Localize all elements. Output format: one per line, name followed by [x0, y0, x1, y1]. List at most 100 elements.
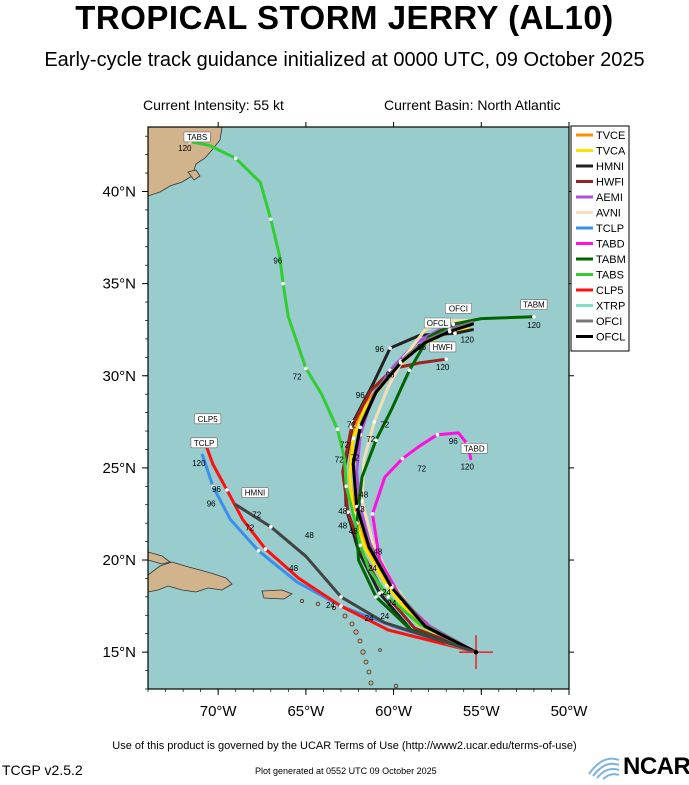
lesser-antilles — [299, 599, 399, 689]
island-cape-cod — [187, 169, 201, 181]
end-label-text: HMNI — [245, 489, 265, 498]
hour-label: 72 — [340, 441, 349, 450]
track-point — [346, 510, 350, 514]
hour-label: 120 — [192, 459, 206, 468]
track-point — [344, 484, 349, 489]
track-point — [407, 368, 412, 373]
hour-label: 72 — [380, 420, 389, 429]
end-label-tabs: TABS — [183, 131, 211, 143]
end-label-hwfi: HWFI — [429, 341, 457, 353]
end-label-text: CLP5 — [198, 415, 219, 424]
end-label-box — [241, 487, 269, 498]
x-tick-label: 70°W — [200, 703, 238, 720]
track-point — [351, 436, 356, 441]
hour-label: 24 — [387, 599, 396, 608]
track-point — [453, 331, 457, 336]
model-tracks — [188, 139, 536, 654]
track-point — [358, 425, 363, 430]
track-point — [358, 543, 363, 548]
end-label-box — [444, 302, 472, 314]
hour-label: 96 — [356, 391, 365, 400]
track-hmni — [234, 503, 478, 654]
legend-label: TVCE — [596, 130, 625, 142]
track-ofcl — [351, 322, 478, 654]
hour-label: 48 — [349, 527, 358, 536]
track-point — [268, 217, 273, 221]
hour-label: 96 — [386, 371, 395, 380]
landmass-hispaniola — [148, 561, 233, 593]
end-label-text: TABM — [523, 301, 545, 310]
hour-label: 72 — [351, 454, 360, 463]
track-point — [268, 525, 273, 529]
y-tick-label: 25°N — [102, 460, 136, 477]
hour-label: 120 — [461, 336, 475, 345]
track-point — [532, 314, 536, 319]
hour-label: 96 — [207, 500, 216, 509]
hour-label: 48 — [373, 547, 382, 556]
track-point — [398, 361, 403, 365]
end-label-box — [194, 413, 222, 425]
plot-frame — [147, 126, 570, 690]
current-basin: Current Basin: North Atlantic — [384, 97, 561, 113]
hour-label: 96 — [273, 256, 282, 265]
end-label-text: TABD — [464, 444, 485, 453]
legend-label: XTRP — [596, 301, 625, 313]
end-label-text: OFCI — [449, 304, 468, 313]
track-point — [444, 357, 449, 361]
end-label-box — [429, 341, 457, 353]
hour-label: 48 — [356, 505, 365, 514]
track-point — [447, 329, 452, 334]
end-label-text: TCLP — [194, 439, 214, 448]
track-point — [377, 591, 382, 595]
hour-label: 48 — [338, 507, 347, 516]
current-intensity: Current Intensity: 55 kt — [143, 97, 284, 113]
legend-label: CLP5 — [596, 285, 624, 297]
end-label-clp5: CLP5 — [194, 413, 222, 425]
ncar-logo: NCAR — [585, 752, 689, 780]
version-label: TCGP v2.5.2 — [2, 762, 83, 778]
end-label-box — [183, 131, 211, 143]
ncar-logo-icon — [588, 757, 620, 780]
track-point — [374, 438, 378, 443]
legend-label: TVCA — [596, 146, 626, 158]
hour-label: 72 — [293, 372, 302, 381]
hour-label: 24 — [326, 601, 335, 610]
hour-label: 48 — [338, 522, 347, 531]
page-title: TROPICAL STORM JERRY (AL10) — [75, 0, 614, 36]
storm-center — [473, 649, 479, 655]
hour-label: 72 — [245, 524, 254, 533]
x-tick-label: 65°W — [287, 703, 325, 720]
hour-label: 96 — [417, 343, 426, 352]
end-label-tabm: TABM — [520, 299, 548, 310]
track-point — [349, 425, 354, 430]
track-point — [370, 512, 375, 516]
track-point — [281, 281, 285, 286]
end-label-hmni: HMNI — [241, 487, 269, 498]
track-point — [374, 595, 378, 599]
legend-label: OFCI — [596, 316, 622, 328]
hour-label: 24 — [368, 564, 377, 573]
hour-label: 72 — [252, 511, 261, 520]
track-point — [211, 484, 215, 489]
track-point — [386, 595, 391, 599]
end-label-tabd: TABD — [460, 443, 488, 454]
end-label-box — [460, 443, 488, 454]
track-point — [400, 456, 405, 461]
hour-label: 96 — [375, 345, 384, 354]
end-label-box — [520, 299, 548, 310]
hour-label: 72 — [335, 455, 344, 464]
hour-label: 24 — [365, 614, 374, 623]
track-point — [256, 549, 261, 553]
hour-label: 48 — [359, 490, 368, 499]
generated-timestamp: Plot generated at 0552 UTC 09 October 20… — [255, 766, 437, 776]
y-tick-label: 30°N — [102, 368, 136, 385]
hour-label: 120 — [436, 363, 450, 372]
legend-label: TABS — [596, 270, 624, 282]
x-tick-label: 55°W — [463, 703, 501, 720]
track-point — [233, 156, 238, 161]
legend-label: TCLP — [596, 223, 624, 235]
page-subtitle: Early-cycle track guidance initialized a… — [44, 49, 645, 71]
hour-label: 72 — [366, 435, 375, 444]
